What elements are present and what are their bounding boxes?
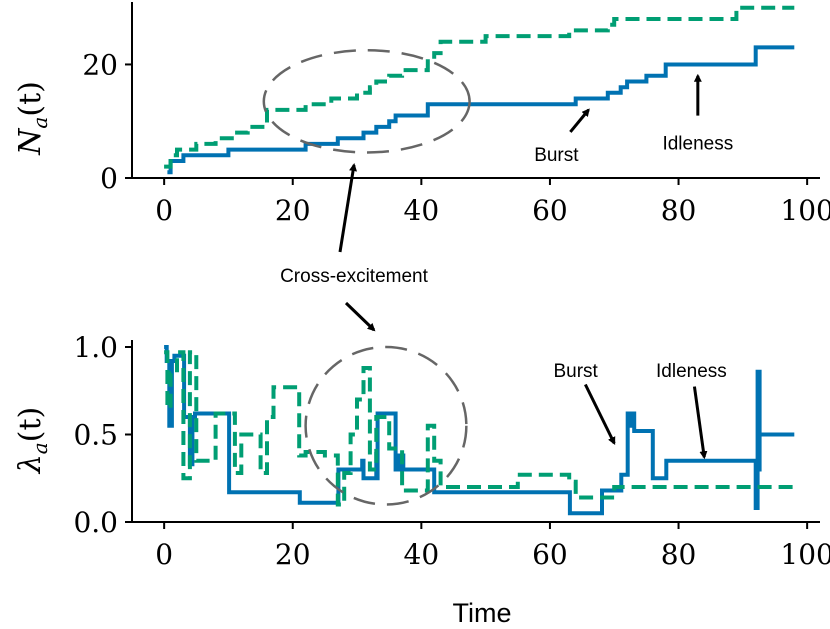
bottom-ytick-label: 0.5: [73, 419, 118, 452]
bottom-xtick-label: 20: [275, 538, 311, 571]
bottom-ylabel: λa(t): [13, 407, 52, 474]
bottom-annotation-burst: Burst: [553, 361, 598, 382]
top-xtick-label: 20: [275, 194, 311, 227]
bottom-annotation-arrow-idleness: [692, 386, 708, 460]
bottom-panel: Burst Idleness 0 20 40 60 80 100 0.0 0.5 1.0 λa(t…: [13, 331, 830, 628]
bottom-annotation-idleness: Idleness: [656, 361, 727, 382]
bottom-xtick-label: 100: [780, 538, 830, 571]
bottom-xtick-label: 60: [532, 538, 568, 571]
cross-excitement-arrow-down: [344, 301, 376, 332]
top-series-blue-solid: [167, 45, 795, 175]
top-series-green-dashed: [164, 5, 795, 169]
top-panel: Burst Idleness 0 20 40 60 80 100 0 20 Na(t): [13, 2, 830, 227]
top-xtick-label: 0: [155, 194, 173, 227]
cross-excitement-annotation: Cross-excitement: [280, 163, 429, 332]
top-xtick-label: 80: [661, 194, 697, 227]
top-ytick-label: 20: [82, 48, 118, 81]
bottom-xtick-label: 80: [661, 538, 697, 571]
bottom-series-green-dashed: [164, 350, 797, 507]
top-xtick-label: 100: [780, 194, 830, 227]
bottom-ytick-label: 0.0: [73, 506, 118, 539]
bottom-xtick-label: 0: [155, 538, 173, 571]
bottom-cross-excitement-ellipse: [304, 345, 468, 506]
cross-excitement-arrow-up: [338, 163, 357, 253]
bottom-xlabel: Time: [453, 598, 512, 628]
top-ylabel: Na(t): [13, 81, 52, 156]
bottom-ytick-label: 1.0: [73, 331, 118, 364]
top-xtick-label: 40: [404, 194, 440, 227]
top-annotation-burst: Burst: [534, 145, 579, 166]
cross-excitement-label: Cross-excitement: [280, 266, 429, 287]
top-ytick-label: 0: [100, 162, 118, 195]
top-annotation-arrow-burst: [569, 108, 590, 133]
bottom-annotation-arrow-burst: [584, 383, 616, 446]
bottom-xtick-label: 40: [404, 538, 440, 571]
top-xtick-label: 60: [532, 194, 568, 227]
top-cross-excitement-ellipse: [262, 49, 471, 154]
top-annotation-idleness: Idleness: [662, 134, 733, 155]
